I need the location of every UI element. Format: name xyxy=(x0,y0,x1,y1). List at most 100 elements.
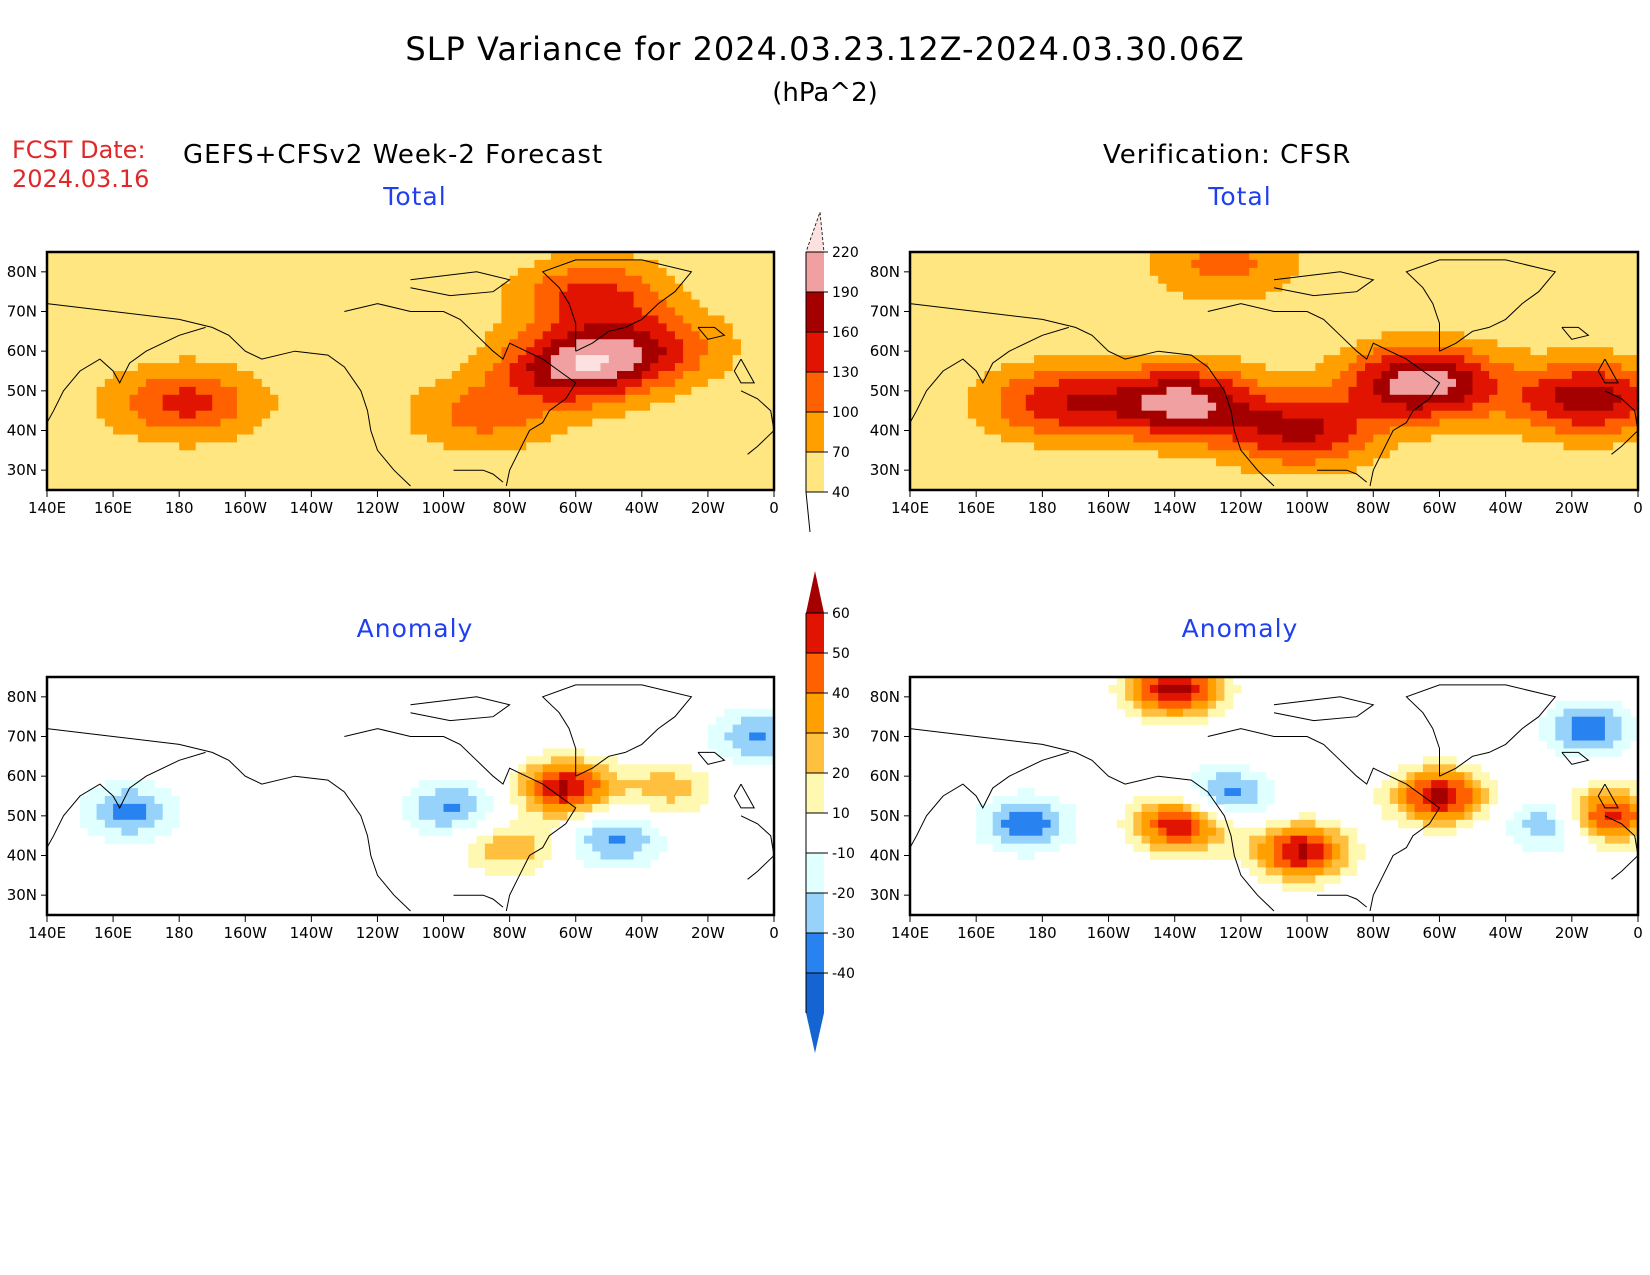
field-cell xyxy=(394,315,403,324)
field-cell xyxy=(1588,378,1598,388)
field-cell xyxy=(220,450,230,459)
field-cell xyxy=(584,482,593,491)
field-cell xyxy=(319,394,329,404)
field-cell xyxy=(261,418,271,428)
field-cell xyxy=(410,252,420,261)
field-cell xyxy=(509,482,519,491)
field-cell xyxy=(1116,450,1126,459)
field-cell xyxy=(1613,323,1623,332)
field-cell xyxy=(501,331,511,340)
field-cell xyxy=(237,363,246,372)
field-cell xyxy=(1025,418,1035,428)
field-cell xyxy=(526,355,536,364)
field-cell xyxy=(286,307,296,316)
field-cell xyxy=(1174,283,1184,293)
field-cell xyxy=(146,450,155,459)
field-cell xyxy=(534,482,544,491)
field-cell xyxy=(352,426,362,435)
field-cell xyxy=(1505,275,1515,285)
field-cell xyxy=(1323,267,1333,277)
field-cell xyxy=(1216,378,1225,388)
field-cell xyxy=(170,291,180,301)
field-cell xyxy=(1257,426,1267,435)
field-cell xyxy=(47,466,56,475)
field-cell xyxy=(757,339,767,348)
field-cell xyxy=(534,299,544,309)
field-cell xyxy=(1547,331,1556,340)
field-cell xyxy=(1100,434,1110,443)
field-cell xyxy=(385,299,395,309)
field-cell xyxy=(592,426,602,435)
field-cell xyxy=(1480,315,1490,324)
field-cell xyxy=(749,426,759,435)
field-cell xyxy=(1009,410,1019,420)
field-cell xyxy=(80,426,89,435)
field-cell xyxy=(336,474,345,483)
field-cell xyxy=(402,339,412,348)
field-cell xyxy=(402,402,412,412)
field-cell xyxy=(146,275,155,285)
field-cell xyxy=(1216,267,1225,277)
field-cell xyxy=(674,426,684,435)
field-cell xyxy=(1232,307,1242,316)
field-cell xyxy=(1282,371,1292,380)
field-cell xyxy=(1604,402,1614,412)
field-cell xyxy=(1125,442,1134,451)
field-cell xyxy=(1439,363,1449,372)
field-cell xyxy=(1331,394,1341,404)
field-cell xyxy=(352,355,362,364)
field-cell xyxy=(311,299,321,309)
field-cell xyxy=(608,442,618,451)
field-cell xyxy=(336,466,345,475)
field-cell xyxy=(1017,323,1027,332)
field-cell xyxy=(1025,426,1035,435)
field-cell xyxy=(1431,291,1441,301)
field-cell xyxy=(1571,450,1581,459)
field-cell xyxy=(765,315,775,324)
field-cell xyxy=(707,442,717,451)
field-cell xyxy=(1588,323,1598,332)
field-cell xyxy=(741,267,750,277)
field-cell xyxy=(1257,323,1267,332)
field-cell xyxy=(1133,386,1143,396)
field-cell xyxy=(757,442,767,451)
field-cell xyxy=(220,315,230,324)
field-cell xyxy=(113,347,122,356)
field-cell xyxy=(633,275,643,285)
field-cell xyxy=(992,402,1002,412)
field-cell xyxy=(460,426,469,435)
field-cell xyxy=(121,402,131,412)
field-cell xyxy=(270,283,279,293)
field-cell xyxy=(1307,283,1316,293)
field-cell xyxy=(592,299,602,309)
field-cell xyxy=(1596,315,1606,324)
field-cell xyxy=(1067,323,1077,332)
field-cell xyxy=(187,363,197,372)
field-cell xyxy=(1025,371,1035,380)
field-cell xyxy=(204,434,213,443)
field-cell xyxy=(1571,331,1581,340)
field-cell xyxy=(1389,323,1399,332)
field-cell xyxy=(1398,410,1407,420)
field-cell xyxy=(253,291,263,301)
field-cell xyxy=(468,482,478,491)
field-cell xyxy=(278,442,288,451)
field-cell xyxy=(220,355,230,364)
field-cell xyxy=(1083,347,1093,356)
field-cell xyxy=(1290,275,1300,285)
field-cell xyxy=(1323,402,1333,412)
field-cell xyxy=(1158,394,1168,404)
field-cell xyxy=(501,252,511,261)
field-cell xyxy=(179,426,189,435)
field-cell xyxy=(633,378,643,388)
field-cell xyxy=(179,355,189,364)
field-cell xyxy=(1191,355,1201,364)
field-cell xyxy=(584,371,593,380)
field-cell xyxy=(1315,378,1325,388)
panel-title-forecast-total: Total xyxy=(383,182,447,211)
field-cell xyxy=(294,267,304,277)
field-cell xyxy=(1133,426,1143,435)
field-cell xyxy=(352,466,362,475)
field-cell xyxy=(1125,410,1134,420)
field-cell xyxy=(311,275,321,285)
